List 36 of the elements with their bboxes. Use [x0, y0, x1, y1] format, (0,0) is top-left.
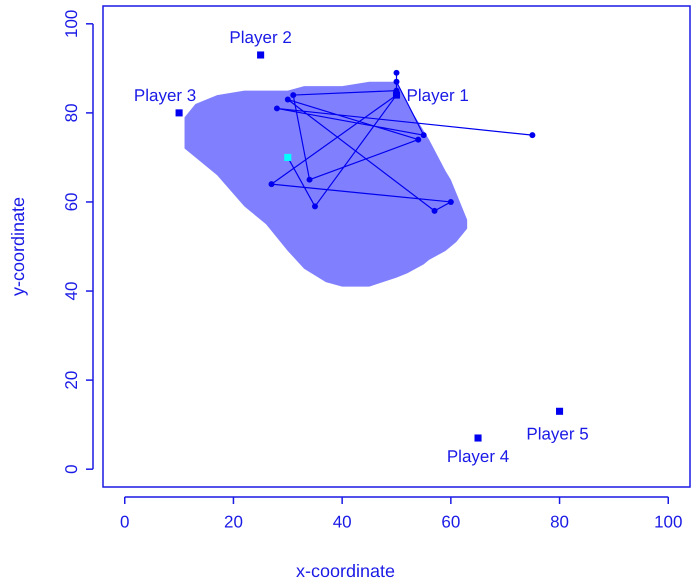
point	[257, 51, 264, 59]
x-tick-label: 80	[550, 512, 570, 532]
annotation: Player 1	[406, 86, 469, 106]
y-axis-title: y-coordinate	[8, 196, 28, 296]
point	[268, 181, 274, 188]
point	[415, 136, 422, 143]
point	[432, 208, 438, 214]
y-tick-label: 60	[62, 192, 81, 212]
point	[176, 109, 183, 116]
point	[306, 176, 313, 183]
annotation: Player 4	[446, 447, 510, 466]
x-axis-title: x-coordinate	[296, 561, 396, 581]
x-tick-label: 40	[332, 512, 352, 532]
point	[529, 132, 536, 138]
y-tick-label: 20	[62, 370, 81, 390]
annotation: Player 5	[526, 424, 589, 444]
x-tick-label: 100	[654, 512, 682, 532]
point	[290, 92, 296, 98]
x-tick-label: 20	[224, 512, 243, 532]
point	[394, 78, 400, 85]
y-tick-label: 80	[62, 103, 81, 122]
point	[312, 203, 318, 210]
y-tick-label: 0	[62, 464, 81, 474]
point	[394, 70, 400, 76]
y-tick-label: 100	[62, 10, 81, 38]
point	[274, 105, 280, 112]
y-tick-label: 40	[62, 282, 81, 300]
point	[474, 434, 482, 442]
annotation: Player 3	[134, 86, 196, 105]
x-tick-label: 0	[120, 512, 130, 532]
annotation: Player 2	[229, 28, 292, 47]
x-tick-label: 60	[441, 512, 460, 532]
point	[448, 198, 454, 205]
point	[284, 96, 291, 103]
point	[556, 408, 564, 415]
point	[420, 132, 427, 138]
